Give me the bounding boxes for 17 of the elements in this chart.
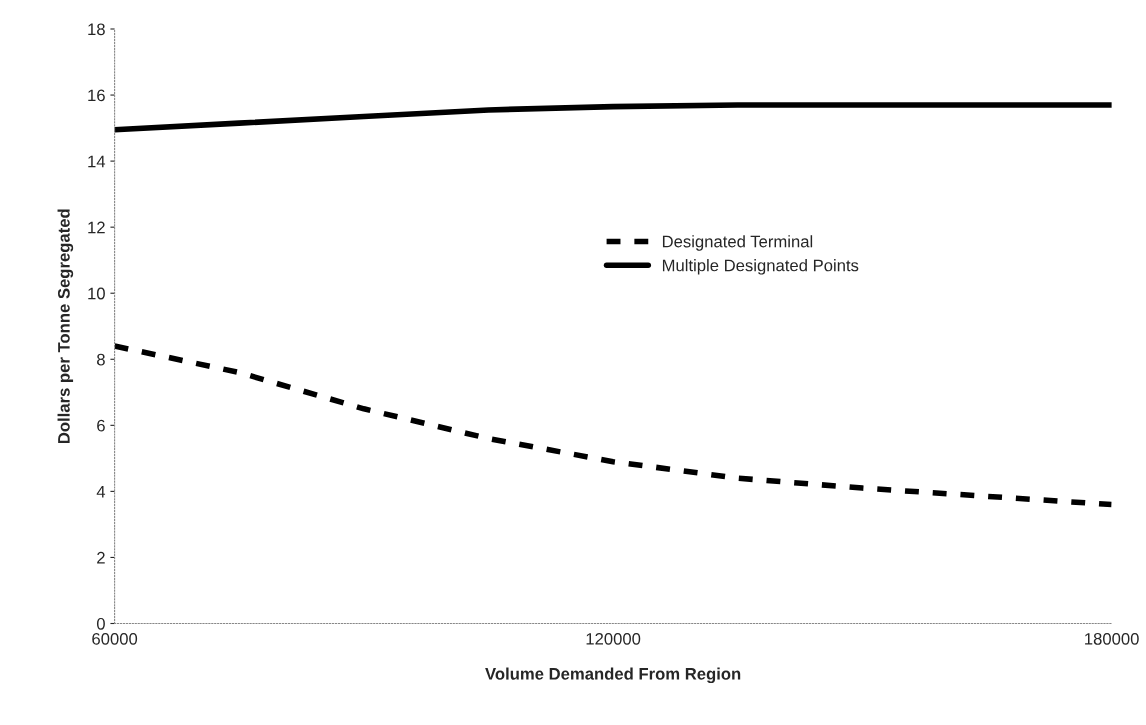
y-tick-label: 6	[97, 419, 105, 432]
y-tick-label: 4	[96, 485, 106, 498]
legend-label: Designated Terminal	[662, 235, 813, 251]
y-tick-label: 10	[88, 287, 105, 300]
y-tick-label: 16	[88, 89, 105, 102]
y-tick-label: 8	[97, 353, 105, 366]
x-tick-label: 180000	[1085, 632, 1139, 645]
y-tick-label: 2	[97, 551, 105, 564]
y-axis-title: Dollars per Tonne Segregated	[57, 209, 74, 444]
legend-label: Multiple Designated Points	[662, 259, 859, 275]
y-tick-label: 18	[88, 23, 105, 36]
x-tick-label: 60000	[92, 632, 138, 645]
x-tick-label: 120000	[586, 632, 641, 645]
y-tick-label: 12	[88, 221, 105, 234]
y-tick-label: 0	[96, 617, 105, 630]
y-tick-label: 14	[88, 155, 106, 168]
x-axis-title: Volume Demanded From Region	[485, 667, 741, 684]
